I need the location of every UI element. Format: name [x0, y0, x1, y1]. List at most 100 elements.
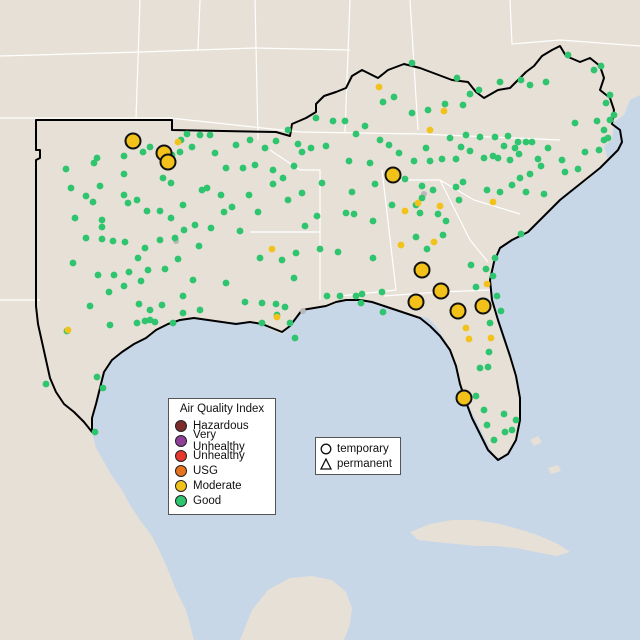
moderate-monitor-marker[interactable] — [483, 280, 491, 288]
good-monitor-marker[interactable] — [390, 93, 398, 101]
good-monitor-marker[interactable] — [475, 86, 483, 94]
good-monitor-marker[interactable] — [222, 164, 230, 172]
good-monitor-marker[interactable] — [489, 152, 497, 160]
moderate-monitor-marker[interactable] — [462, 324, 470, 332]
good-monitor-marker[interactable] — [198, 186, 206, 194]
good-monitor-marker[interactable] — [574, 165, 582, 173]
good-monitor-marker[interactable] — [291, 334, 299, 342]
good-monitor-marker[interactable] — [606, 116, 614, 124]
good-monitor-marker[interactable] — [350, 210, 358, 218]
good-monitor-marker[interactable] — [441, 100, 449, 108]
moderate-monitor-marker[interactable] — [397, 241, 405, 249]
good-monitor-marker[interactable] — [188, 143, 196, 151]
good-monitor-marker[interactable] — [366, 159, 374, 167]
good-monitor-marker[interactable] — [133, 196, 141, 204]
moderate-monitor-marker[interactable] — [401, 207, 409, 215]
good-monitor-marker[interactable] — [146, 306, 154, 314]
good-monitor-marker[interactable] — [606, 91, 614, 99]
good-monitor-marker[interactable] — [459, 178, 467, 186]
good-monitor-marker[interactable] — [352, 130, 360, 138]
good-monitor-marker[interactable] — [571, 119, 579, 127]
good-monitor-marker[interactable] — [290, 274, 298, 282]
good-monitor-marker[interactable] — [426, 157, 434, 165]
good-monitor-marker[interactable] — [174, 255, 182, 263]
good-monitor-marker[interactable] — [597, 62, 605, 70]
good-monitor-marker[interactable] — [251, 161, 259, 169]
good-monitor-marker[interactable] — [483, 421, 491, 429]
good-monitor-marker[interactable] — [236, 227, 244, 235]
good-monitor-marker[interactable] — [161, 265, 169, 273]
good-monitor-marker[interactable] — [522, 138, 530, 146]
good-monitor-marker[interactable] — [369, 254, 377, 262]
good-monitor-marker[interactable] — [96, 182, 104, 190]
good-monitor-marker[interactable] — [452, 155, 460, 163]
good-monitor-marker[interactable] — [269, 180, 277, 188]
good-monitor-marker[interactable] — [408, 109, 416, 117]
good-monitor-marker[interactable] — [369, 217, 377, 225]
good-monitor-marker[interactable] — [323, 292, 331, 300]
good-monitor-marker[interactable] — [143, 207, 151, 215]
good-monitor-marker[interactable] — [278, 256, 286, 264]
temporary-moderate-monitor-marker[interactable] — [407, 293, 425, 311]
good-monitor-marker[interactable] — [167, 214, 175, 222]
good-monitor-marker[interactable] — [106, 321, 114, 329]
good-monitor-marker[interactable] — [462, 131, 470, 139]
good-monitor-marker[interactable] — [133, 319, 141, 327]
good-monitor-marker[interactable] — [196, 306, 204, 314]
good-monitor-marker[interactable] — [424, 106, 432, 114]
temporary-moderate-monitor-marker[interactable] — [432, 282, 450, 300]
good-monitor-marker[interactable] — [371, 180, 379, 188]
good-monitor-marker[interactable] — [537, 162, 545, 170]
good-monitor-marker[interactable] — [71, 214, 79, 222]
good-monitor-marker[interactable] — [434, 210, 442, 218]
good-monitor-marker[interactable] — [446, 134, 454, 142]
good-monitor-marker[interactable] — [290, 162, 298, 170]
good-monitor-marker[interactable] — [438, 155, 446, 163]
good-monitor-marker[interactable] — [239, 164, 247, 172]
good-monitor-marker[interactable] — [486, 319, 494, 327]
good-monitor-marker[interactable] — [517, 76, 525, 84]
good-monitor-marker[interactable] — [379, 308, 387, 316]
good-monitor-marker[interactable] — [86, 302, 94, 310]
good-monitor-marker[interactable] — [357, 299, 365, 307]
good-monitor-marker[interactable] — [376, 136, 384, 144]
good-monitor-marker[interactable] — [232, 141, 240, 149]
good-monitor-marker[interactable] — [279, 174, 287, 182]
good-monitor-marker[interactable] — [246, 136, 254, 144]
good-monitor-marker[interactable] — [514, 138, 522, 146]
good-monitor-marker[interactable] — [258, 299, 266, 307]
good-monitor-marker[interactable] — [120, 170, 128, 178]
good-monitor-marker[interactable] — [485, 348, 493, 356]
good-monitor-marker[interactable] — [341, 117, 349, 125]
good-monitor-marker[interactable] — [179, 201, 187, 209]
good-monitor-marker[interactable] — [361, 122, 369, 130]
good-monitor-marker[interactable] — [504, 132, 512, 140]
good-monitor-marker[interactable] — [480, 406, 488, 414]
good-monitor-marker[interactable] — [544, 144, 552, 152]
good-monitor-marker[interactable] — [313, 212, 321, 220]
good-monitor-marker[interactable] — [171, 234, 179, 242]
good-monitor-marker[interactable] — [316, 245, 324, 253]
good-monitor-marker[interactable] — [496, 78, 504, 86]
good-monitor-marker[interactable] — [472, 392, 480, 400]
good-monitor-marker[interactable] — [318, 179, 326, 187]
good-monitor-marker[interactable] — [211, 149, 219, 157]
good-monitor-marker[interactable] — [412, 233, 420, 241]
good-monitor-marker[interactable] — [298, 148, 306, 156]
good-monitor-marker[interactable] — [484, 363, 492, 371]
good-monitor-marker[interactable] — [261, 144, 269, 152]
good-monitor-marker[interactable] — [491, 133, 499, 141]
good-monitor-marker[interactable] — [195, 242, 203, 250]
good-monitor-marker[interactable] — [517, 230, 525, 238]
good-monitor-marker[interactable] — [169, 319, 177, 327]
good-monitor-marker[interactable] — [42, 380, 50, 388]
good-monitor-marker[interactable] — [91, 428, 99, 436]
good-monitor-marker[interactable] — [206, 131, 214, 139]
good-monitor-marker[interactable] — [180, 226, 188, 234]
good-monitor-marker[interactable] — [207, 224, 215, 232]
good-monitor-marker[interactable] — [418, 194, 426, 202]
good-monitor-marker[interactable] — [301, 222, 309, 230]
good-monitor-marker[interactable] — [490, 436, 498, 444]
good-monitor-marker[interactable] — [540, 190, 548, 198]
